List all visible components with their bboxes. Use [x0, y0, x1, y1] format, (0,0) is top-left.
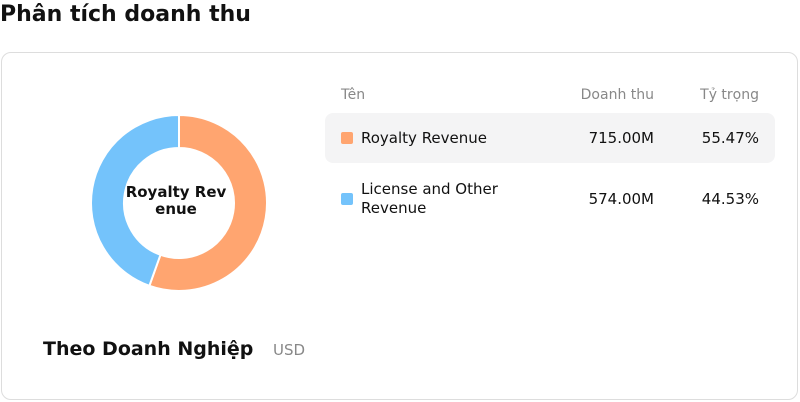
legend-swatch [341, 193, 353, 205]
revenue-value: 574.00M [588, 190, 654, 208]
card [1, 52, 798, 400]
page-title: Phân tích doanh thu [0, 2, 251, 27]
center-label: Royalty Revenue [125, 183, 227, 218]
share-value: 55.47% [701, 129, 759, 147]
unit-label: USD [273, 341, 306, 359]
chart-title: Theo Doanh Nghiệp [43, 338, 254, 360]
row-highlight [325, 113, 775, 163]
column-header: Doanh thu [580, 87, 654, 103]
share-value: 44.53% [701, 190, 759, 208]
category-name: License and Other Revenue [361, 180, 498, 217]
donut-chart [90, 114, 268, 292]
donut-slice [90, 114, 180, 288]
revenue-value: 715.00M [588, 129, 654, 147]
column-header: Tên [341, 87, 366, 103]
legend-swatch [341, 132, 353, 144]
donut-slice [148, 114, 268, 292]
category-name: Royalty Revenue [361, 128, 488, 147]
column-header: Tỷ trọng [700, 87, 759, 103]
